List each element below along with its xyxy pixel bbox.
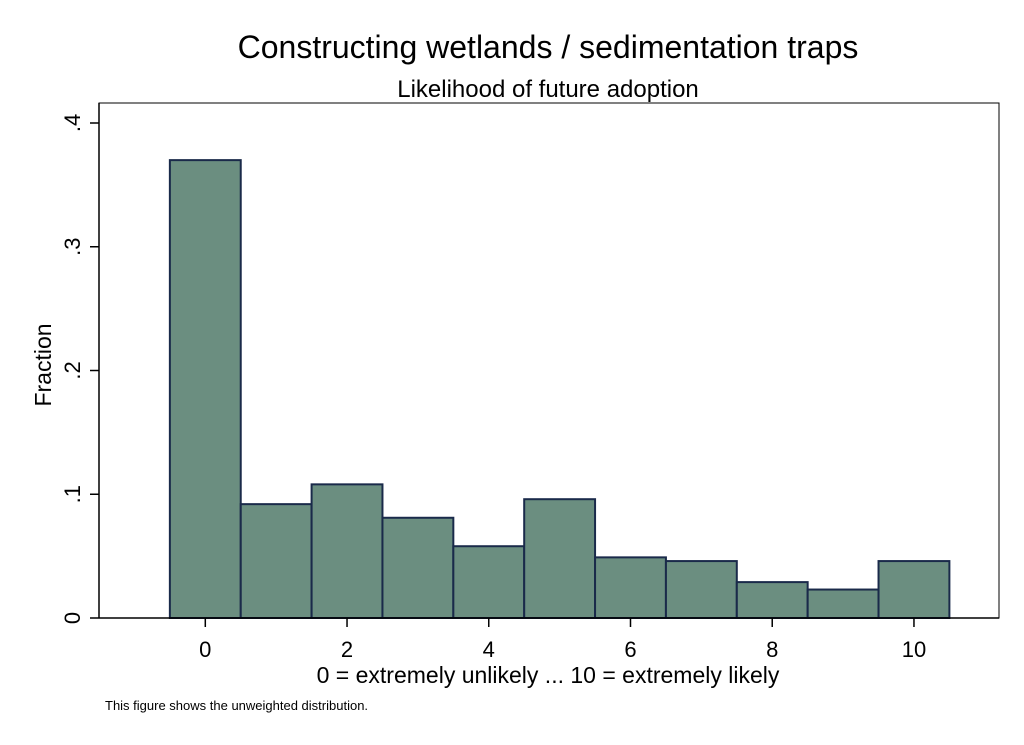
y-tick-label: .3	[60, 238, 85, 256]
x-tick-label: 4	[483, 637, 495, 662]
x-tick-label: 2	[341, 637, 353, 662]
y-axis-title: Fraction	[30, 323, 56, 406]
x-tick-label: 0	[199, 637, 211, 662]
bar-0	[168, 159, 242, 619]
y-tick-label: 0	[60, 612, 85, 624]
figure-note: This figure shows the unweighted distrib…	[105, 698, 368, 713]
bar-4	[452, 545, 526, 619]
x-tick-label: 10	[902, 637, 926, 662]
x-axis-title: 0 = extremely unlikely ... 10 = extremel…	[317, 662, 780, 688]
y-axis: 0 .1 .2 .3 .4	[60, 103, 100, 624]
bars-group	[168, 159, 951, 620]
y-tick-label: .2	[60, 361, 85, 379]
bar-7	[664, 560, 738, 620]
x-tick-label: 6	[624, 637, 636, 662]
bar-10	[877, 560, 951, 620]
y-tick-label: .1	[60, 485, 85, 503]
x-tick-label: 8	[766, 637, 778, 662]
bar-2	[310, 483, 384, 619]
bar-1	[239, 503, 313, 619]
chart-title: Constructing wetlands / sedimentation tr…	[238, 29, 859, 65]
y-tick-label: .4	[60, 114, 85, 132]
bar-5	[523, 498, 597, 620]
x-axis: 0 2 4 6 8 10	[99, 617, 999, 662]
bar-6	[594, 556, 667, 619]
bar-9	[806, 588, 880, 619]
chart-subtitle: Likelihood of future adoption	[397, 76, 699, 103]
bar-3	[381, 516, 455, 620]
bar-8	[735, 581, 809, 619]
